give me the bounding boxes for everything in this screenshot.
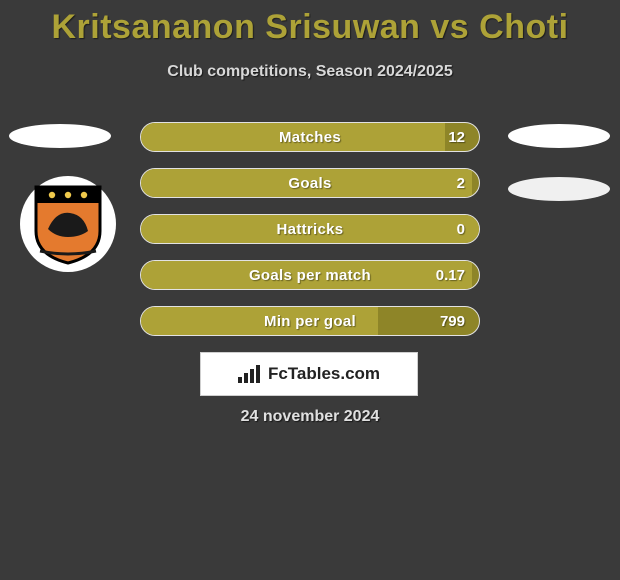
stat-bar-value: 2: [457, 169, 465, 198]
player-left-avatar-placeholder: [9, 124, 111, 148]
stat-bar-value: 0.17: [436, 261, 465, 290]
stat-bar-label: Matches: [141, 123, 479, 152]
stats-bars: Matches12 Goals2 Hattricks0 Goals per match…: [140, 122, 480, 352]
stat-bar-label: Goals per match: [141, 261, 479, 290]
stat-bar-value: 0: [457, 215, 465, 244]
bars-icon: [238, 365, 262, 383]
stat-bar: Hattricks0: [140, 214, 480, 244]
stat-bar-value: 12: [448, 123, 465, 152]
stat-bar-label: Hattricks: [141, 215, 479, 244]
stat-bar: Min per goal799: [140, 306, 480, 336]
footer-date: 24 november 2024: [0, 408, 620, 426]
player-right-avatar-placeholder-2: [508, 177, 610, 201]
stat-bar-label: Min per goal: [141, 307, 479, 336]
stat-bar-label: Goals: [141, 169, 479, 198]
club-badge: [20, 176, 116, 272]
page-subtitle: Club competitions, Season 2024/2025: [0, 63, 620, 81]
stat-bar-value: 799: [440, 307, 465, 336]
stat-bar: Goals per match0.17: [140, 260, 480, 290]
stat-bar: Matches12: [140, 122, 480, 152]
player-right-avatar-placeholder-1: [508, 124, 610, 148]
stat-bar: Goals2: [140, 168, 480, 198]
shield-icon: [30, 181, 106, 267]
brand-text: FcTables.com: [268, 364, 380, 384]
page-title: Kritsananon Srisuwan vs Choti: [0, 0, 620, 47]
brand-box[interactable]: FcTables.com: [200, 352, 418, 396]
